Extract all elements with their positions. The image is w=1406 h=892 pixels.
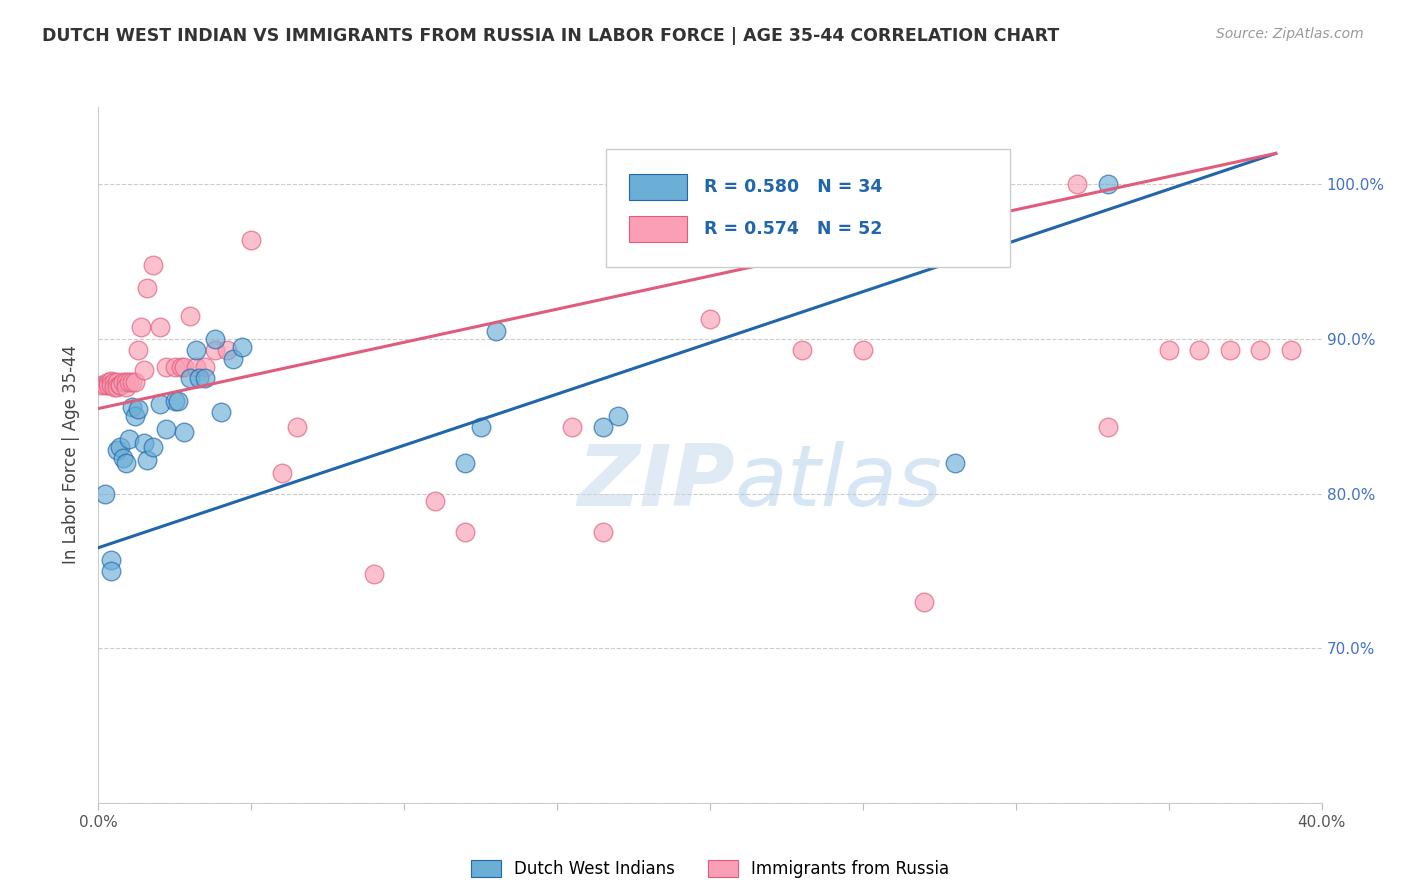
Point (136, 281, 159, 295)
Point (121, 400, 143, 414)
FancyBboxPatch shape (630, 174, 686, 201)
Legend: Dutch West Indians, Immigrants from Russia: Dutch West Indians, Immigrants from Russ… (464, 854, 956, 885)
Point (1097, 420, 1119, 434)
Point (561, 420, 583, 434)
Point (943, 456, 966, 470)
Point (115, 380, 138, 394)
Point (136, 452, 159, 467)
Point (105, 380, 128, 394)
Point (93, 486, 115, 500)
Point (790, 343, 813, 357)
Point (115, 456, 138, 470)
FancyBboxPatch shape (630, 216, 686, 242)
Point (93, 378, 115, 392)
Text: R = 0.574   N = 52: R = 0.574 N = 52 (704, 219, 883, 238)
Point (699, 311, 721, 326)
Point (423, 494, 446, 508)
Point (163, 359, 186, 374)
Point (134, 363, 156, 377)
Point (1097, 178, 1119, 192)
Point (97, 376, 120, 390)
Point (129, 319, 152, 334)
Point (179, 370, 201, 384)
Point (100, 553, 122, 567)
Point (285, 420, 308, 434)
Point (105, 443, 128, 458)
Point (592, 420, 614, 434)
Point (90, 378, 112, 392)
Point (127, 401, 149, 416)
Point (852, 343, 875, 357)
Point (592, 525, 614, 540)
Point (121, 376, 143, 390)
Text: atlas: atlas (734, 442, 942, 524)
Point (179, 309, 201, 323)
Point (204, 332, 226, 346)
Point (1279, 343, 1302, 357)
Text: Source: ZipAtlas.com: Source: ZipAtlas.com (1216, 27, 1364, 41)
FancyBboxPatch shape (606, 149, 1010, 267)
Point (1249, 343, 1271, 357)
Point (188, 370, 211, 384)
Point (194, 370, 217, 384)
Point (170, 359, 193, 374)
Point (470, 420, 492, 434)
Point (97, 378, 120, 392)
Point (231, 340, 253, 354)
Point (215, 343, 238, 357)
Point (118, 376, 141, 390)
Point (155, 359, 177, 374)
Point (100, 378, 122, 392)
Point (142, 440, 165, 454)
Point (173, 359, 195, 374)
Point (149, 319, 172, 334)
Point (108, 378, 131, 392)
Text: R = 0.580   N = 34: R = 0.580 N = 34 (704, 178, 883, 196)
Point (270, 467, 292, 481)
Text: ZIP: ZIP (576, 442, 734, 524)
Point (108, 378, 131, 392)
Text: DUTCH WEST INDIAN VS IMMIGRANTS FROM RUSSIA IN LABOR FORCE | AGE 35-44 CORRELATI: DUTCH WEST INDIAN VS IMMIGRANTS FROM RUS… (42, 27, 1060, 45)
Point (105, 376, 128, 390)
Point (607, 409, 630, 424)
Point (134, 435, 156, 450)
Point (103, 376, 125, 390)
Point (111, 450, 134, 465)
Point (163, 393, 186, 408)
Point (142, 258, 165, 272)
Y-axis label: In Labor Force | Age 35-44: In Labor Force | Age 35-44 (62, 345, 80, 565)
Point (111, 376, 134, 390)
Point (127, 343, 149, 357)
Point (1157, 343, 1180, 357)
Point (100, 374, 122, 388)
Point (222, 352, 245, 367)
Point (186, 359, 208, 374)
Point (485, 324, 508, 338)
Point (1219, 343, 1241, 357)
Point (115, 376, 138, 390)
Point (240, 233, 263, 247)
Point (1066, 178, 1088, 192)
Point (108, 440, 131, 454)
Point (173, 425, 195, 439)
Point (155, 422, 177, 436)
Point (454, 456, 477, 470)
Point (118, 433, 141, 447)
Point (100, 564, 122, 578)
Point (204, 343, 226, 357)
Point (124, 376, 146, 390)
Point (912, 595, 935, 609)
Point (103, 380, 125, 394)
Point (209, 404, 232, 418)
Point (363, 566, 385, 581)
Point (186, 343, 208, 357)
Point (149, 397, 172, 411)
Point (167, 393, 190, 408)
Point (1188, 343, 1211, 357)
Point (194, 359, 217, 374)
Point (454, 525, 477, 540)
Point (124, 409, 146, 424)
